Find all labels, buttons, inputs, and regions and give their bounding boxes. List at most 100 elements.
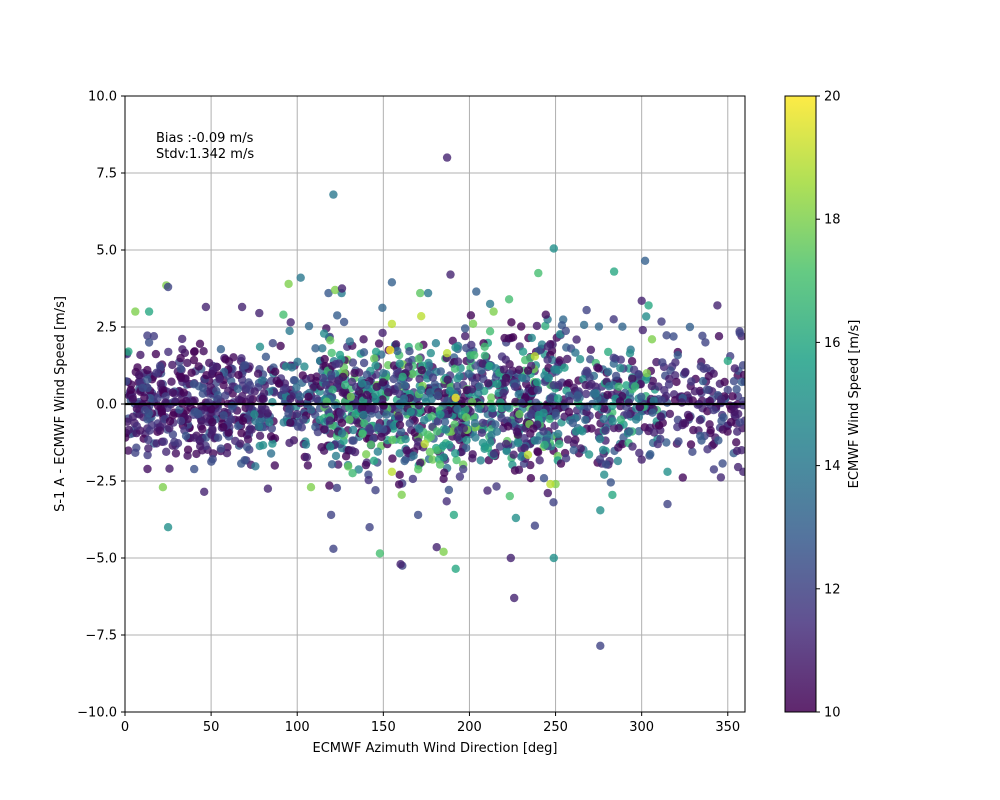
scatter-point bbox=[378, 303, 387, 312]
scatter-point bbox=[445, 386, 455, 395]
scatter-point bbox=[718, 459, 727, 468]
scatter-point bbox=[450, 364, 460, 373]
scatter-point bbox=[739, 370, 745, 380]
scatter-point bbox=[543, 355, 552, 364]
scatter-point bbox=[255, 308, 264, 318]
scatter-point bbox=[396, 560, 405, 569]
scatter-point bbox=[399, 394, 409, 403]
scatter-point bbox=[373, 447, 382, 456]
scatter-point bbox=[508, 333, 518, 342]
scatter-point bbox=[609, 315, 618, 324]
scatter-point bbox=[714, 332, 724, 341]
scatter-point bbox=[625, 427, 634, 436]
scatter-point bbox=[247, 425, 256, 434]
scatter-point bbox=[306, 483, 316, 492]
scatter-point bbox=[669, 332, 678, 341]
scatter-point bbox=[454, 426, 463, 435]
scatter-point bbox=[153, 394, 162, 403]
scatter-point bbox=[387, 467, 397, 476]
scatter-point bbox=[685, 322, 695, 332]
scatter-point bbox=[286, 418, 295, 427]
scatter-point bbox=[143, 375, 152, 384]
scatter-point bbox=[216, 444, 226, 453]
scatter-point bbox=[215, 374, 224, 384]
scatter-point bbox=[257, 376, 267, 385]
scatter-point bbox=[453, 433, 462, 442]
colorbar-tick-label: 18 bbox=[824, 213, 841, 228]
scatter-point bbox=[491, 420, 500, 429]
scatter-point bbox=[143, 450, 152, 460]
scatter-point bbox=[647, 381, 657, 391]
scatter-point bbox=[657, 317, 666, 326]
scatter-point bbox=[149, 332, 159, 341]
y-tick-label: 7.5 bbox=[96, 167, 117, 182]
scatter-point bbox=[268, 398, 277, 407]
scatter-point bbox=[716, 395, 726, 404]
scatter-point bbox=[699, 364, 708, 373]
scatter-point bbox=[439, 474, 448, 484]
scatter-point bbox=[362, 370, 372, 379]
colorbar-tick-label: 12 bbox=[824, 582, 841, 597]
scatter-point bbox=[613, 456, 623, 466]
scatter-point bbox=[301, 440, 311, 449]
scatter-point bbox=[415, 374, 424, 384]
scatter-point bbox=[319, 329, 329, 338]
scatter-point bbox=[144, 338, 154, 347]
scatter-point bbox=[349, 425, 358, 435]
scatter-point bbox=[388, 454, 397, 463]
scatter-point bbox=[263, 484, 273, 493]
scatter-point bbox=[530, 521, 540, 530]
scatter-point bbox=[328, 385, 337, 394]
scatter-point bbox=[648, 408, 657, 417]
scatter-point bbox=[345, 415, 354, 424]
scatter-point bbox=[134, 371, 144, 380]
scatter-point bbox=[423, 430, 433, 439]
scatter-point bbox=[534, 268, 543, 278]
x-tick-label: 50 bbox=[203, 720, 220, 735]
scatter-point bbox=[442, 153, 452, 162]
scatter-point bbox=[261, 352, 271, 361]
scatter-point bbox=[644, 301, 653, 310]
scatter-point bbox=[207, 457, 216, 466]
scatter-point bbox=[387, 319, 397, 329]
scatter-point bbox=[563, 435, 573, 444]
scatter-point bbox=[389, 421, 398, 431]
scatter-point bbox=[549, 244, 558, 253]
scatter-point bbox=[396, 427, 406, 436]
scatter-point bbox=[286, 318, 295, 327]
scatter-point bbox=[688, 396, 697, 405]
scatter-point bbox=[324, 288, 333, 298]
scatter-point bbox=[200, 487, 209, 496]
scatter-point bbox=[234, 370, 243, 380]
scatter-point bbox=[162, 447, 171, 456]
scatter-point bbox=[268, 439, 277, 448]
scatter-point bbox=[379, 425, 388, 434]
scatter-point bbox=[627, 357, 637, 366]
scatter-point bbox=[443, 375, 452, 384]
scatter-point bbox=[514, 390, 523, 399]
scatter-point bbox=[578, 427, 587, 436]
scatter-point bbox=[207, 369, 217, 379]
scatter-point bbox=[640, 256, 650, 265]
scatter-point bbox=[208, 417, 217, 427]
scatter-point bbox=[572, 335, 581, 344]
scatter-point bbox=[474, 389, 483, 398]
scatter-point bbox=[550, 421, 559, 430]
scatter-point bbox=[526, 460, 535, 470]
scatter-point bbox=[506, 553, 515, 563]
scatter-point bbox=[318, 373, 328, 383]
scatter-point bbox=[433, 446, 442, 455]
scatter-point bbox=[487, 393, 496, 402]
scatter-point bbox=[628, 374, 637, 383]
scatter-point bbox=[510, 382, 520, 391]
scatter-point bbox=[285, 438, 294, 448]
scatter-point bbox=[404, 362, 413, 371]
scatter-point bbox=[529, 424, 538, 433]
scatter-point bbox=[183, 451, 192, 460]
scatter-point bbox=[546, 394, 555, 403]
scatter-point bbox=[198, 424, 207, 434]
scatter-point bbox=[284, 279, 293, 289]
scatter-point bbox=[732, 385, 741, 394]
scatter-point bbox=[255, 431, 265, 440]
scatter-point bbox=[163, 282, 173, 292]
